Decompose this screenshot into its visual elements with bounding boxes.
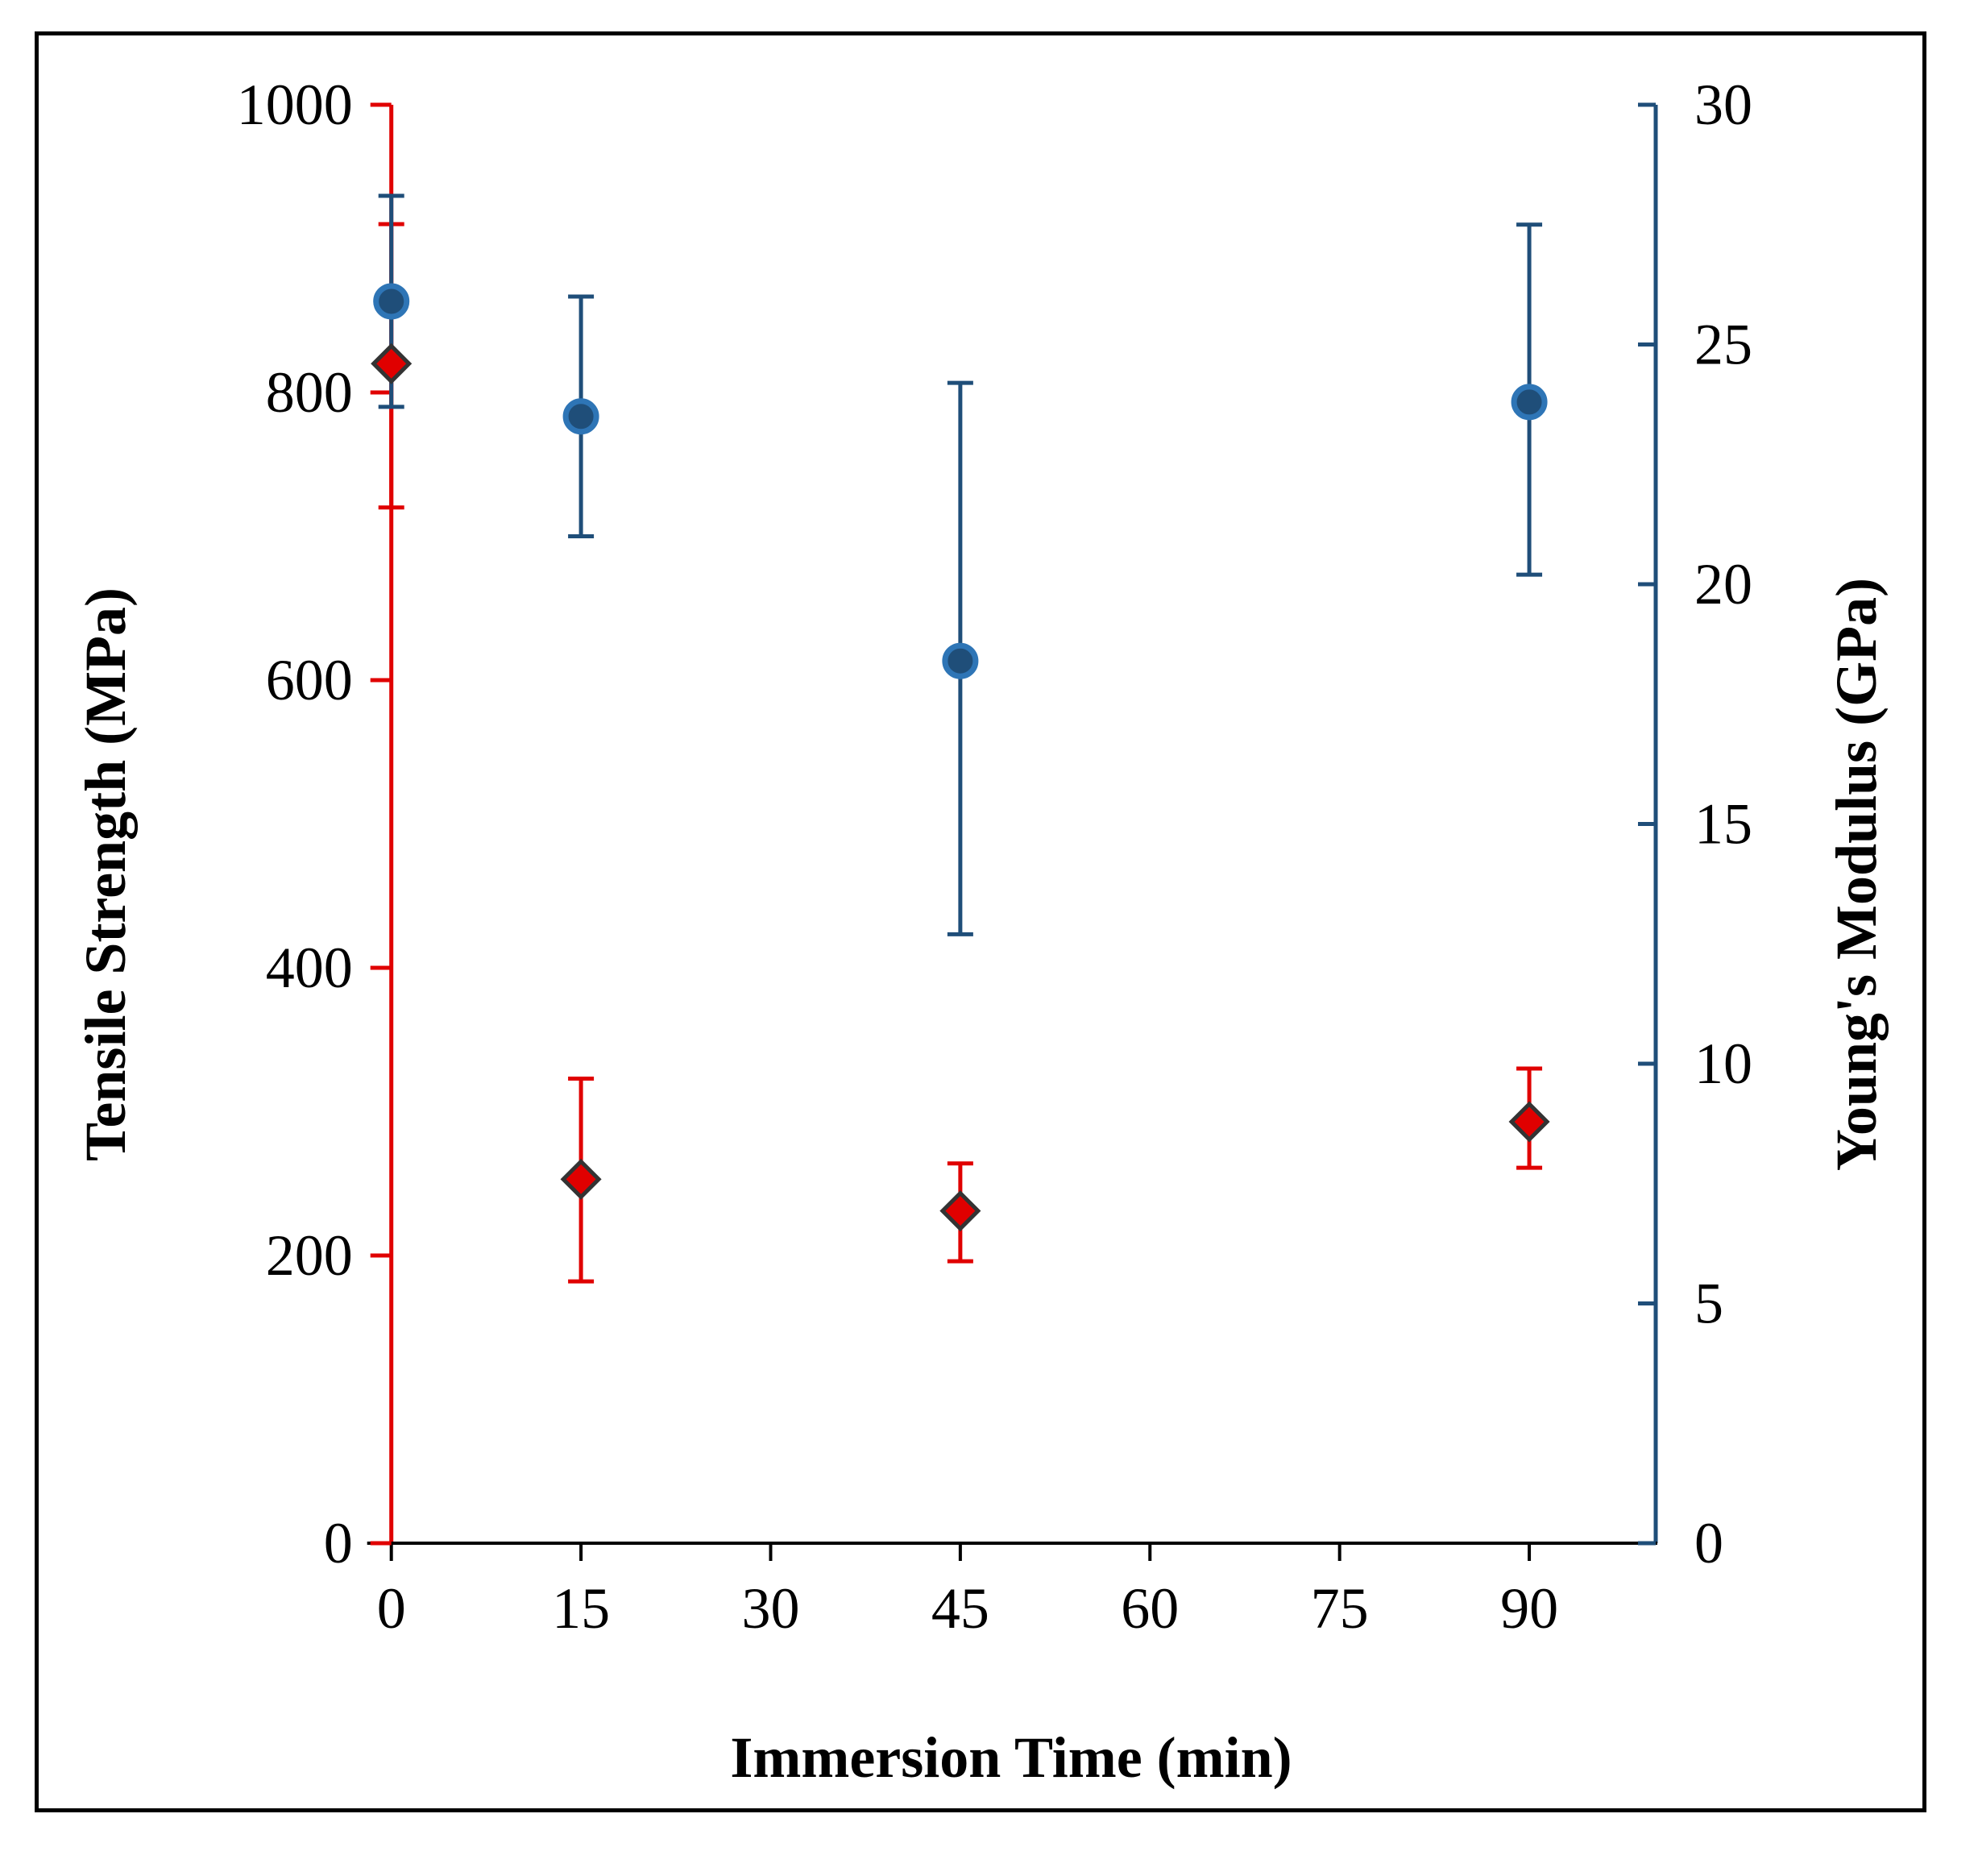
tensile-point	[1508, 1101, 1550, 1143]
y-tick-label-right: 15	[1694, 792, 1752, 857]
y-axis-title-right: Young's Modulus (GPa)	[1824, 578, 1889, 1171]
y-tick-label-left: 200	[266, 1223, 353, 1288]
y-tick-label-right: 20	[1694, 552, 1752, 616]
y-tick-label-left: 400	[266, 936, 353, 1000]
y-tick-label-left: 1000	[237, 73, 353, 137]
y-tick-label-left: 600	[266, 648, 353, 712]
modulus-point	[562, 398, 599, 435]
tensile-point	[939, 1190, 981, 1232]
x-tick-label: 75	[1311, 1576, 1369, 1641]
x-tick-label: 0	[377, 1576, 406, 1641]
x-tick-label: 90	[1500, 1576, 1558, 1641]
y-axis-title-left: Tensile Strength (MPa)	[73, 587, 138, 1161]
error-bars	[378, 193, 1543, 1284]
y-tick-label-left: 0	[324, 1511, 353, 1575]
markers	[371, 283, 1550, 1232]
x-tick-label: 45	[931, 1576, 989, 1641]
y-tick-label-right: 5	[1694, 1272, 1723, 1336]
axes	[367, 105, 1658, 1545]
x-tick-label: 15	[552, 1576, 610, 1641]
modulus-point	[373, 283, 410, 320]
x-axis-title: Immersion Time (min)	[730, 1725, 1292, 1790]
figure-frame	[35, 31, 1926, 1812]
y-tick-label-right: 0	[1694, 1511, 1723, 1575]
x-tick-label: 60	[1121, 1576, 1179, 1641]
y-tick-label-right: 30	[1694, 73, 1752, 137]
y-tick-label-right: 25	[1694, 313, 1752, 377]
modulus-point	[942, 642, 979, 679]
tensile-point	[560, 1158, 602, 1200]
x-tick-label: 30	[741, 1576, 799, 1641]
ticks	[370, 102, 1656, 1561]
y-tick-label-left: 800	[266, 360, 353, 425]
y-tick-label-right: 10	[1694, 1031, 1752, 1096]
tick-labels: 0 15 30 45 60 75 90 0 200 400 600 800 1000 0 5 10 15 20 25…	[237, 73, 1752, 1641]
modulus-point	[1511, 384, 1548, 421]
tensile-point	[371, 342, 413, 384]
